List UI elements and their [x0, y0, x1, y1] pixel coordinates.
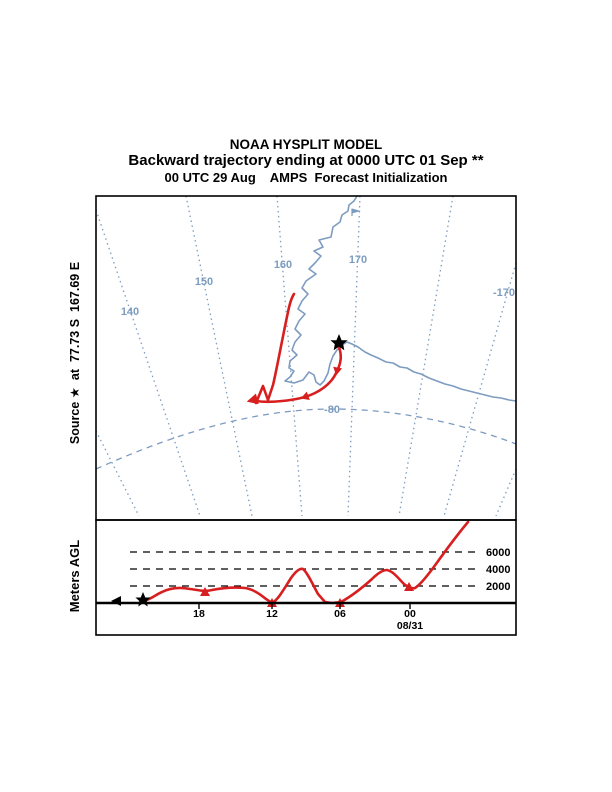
meridian-label-140: 140 — [121, 306, 139, 318]
tick-label-06: 06 — [334, 608, 346, 620]
latitude-label--80: -80 — [324, 404, 340, 416]
height-profile-line — [141, 520, 470, 605]
meridian-label-170: 170 — [349, 254, 367, 266]
height-panel-border — [95, 519, 517, 636]
meridian-label-160: 160 — [274, 259, 292, 271]
station-flag-icon — [351, 208, 361, 216]
source-star-map — [330, 334, 348, 351]
trajectory-6h-markers — [246, 366, 343, 405]
plot-title: NOAA HYSPLIT MODEL — [229, 137, 383, 152]
latitude-circle-80 — [96, 408, 516, 470]
time-ticks — [198, 604, 411, 609]
gridline-label-6000: 6000 — [486, 547, 510, 559]
tick-label-00: 00 — [404, 608, 416, 620]
gridline-label-2000: 2000 — [486, 581, 510, 593]
map-border — [95, 195, 517, 521]
tick-label-12: 12 — [266, 608, 278, 620]
meridian-labels: 140 150 160 170 -170 -80 — [121, 254, 515, 416]
height-panel: 6000 4000 2000 — [95, 519, 517, 636]
gridline-label-4000: 4000 — [486, 564, 510, 576]
time-tick-labels: 18 12 06 00 08/31 — [193, 608, 423, 632]
meridian-label-150: 150 — [195, 276, 213, 288]
trajectory-path — [254, 292, 343, 405]
plot-init-line: 00 UTC 29 Aug AMPS Forecast Initializati… — [164, 170, 448, 185]
meridian-grid-lines — [96, 196, 516, 517]
meridian-label--170: -170 — [493, 287, 515, 299]
map-panel: 140 150 160 170 -170 -80 — [95, 195, 517, 521]
trajectory-arrowhead — [246, 393, 259, 405]
coastline — [284, 196, 516, 402]
plot-subtitle: Backward trajectory ending at 0000 UTC 0… — [128, 152, 484, 169]
altitude-gridline-labels: 6000 4000 2000 — [486, 547, 510, 593]
tick-label-18: 18 — [193, 608, 205, 620]
date-label: 08/31 — [397, 620, 423, 632]
source-star-height — [135, 592, 151, 607]
axis-start-marker — [111, 596, 121, 606]
